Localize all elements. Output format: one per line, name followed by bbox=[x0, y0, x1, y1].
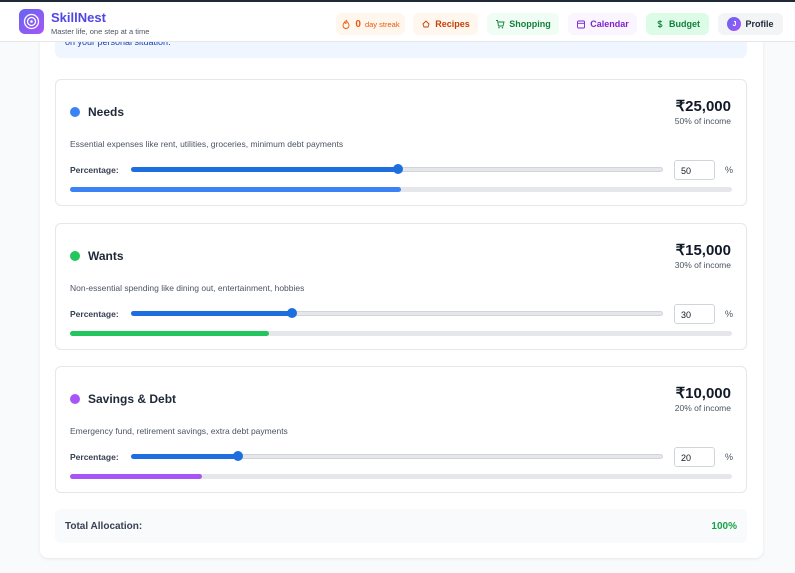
banner-text: on your personal situation. bbox=[65, 37, 171, 47]
slider[interactable] bbox=[131, 164, 663, 174]
progress-fill bbox=[70, 474, 203, 479]
percent-unit: % bbox=[725, 452, 734, 462]
category-name: Savings & Debt bbox=[88, 392, 177, 406]
category-name: Needs bbox=[88, 105, 125, 119]
streak-count: 0 bbox=[355, 18, 361, 30]
description: Non-essential spending like dining out, … bbox=[70, 282, 305, 293]
percentage-label: Percentage: bbox=[70, 165, 119, 175]
percent-unit: % bbox=[725, 308, 734, 319]
share: 20% of income bbox=[674, 403, 731, 413]
nav-shopping[interactable]: Shopping bbox=[487, 13, 559, 35]
progress-track bbox=[70, 187, 732, 192]
amount: ₹25,000 bbox=[675, 98, 731, 115]
slider-thumb[interactable] bbox=[233, 451, 244, 461]
category-name: Wants bbox=[88, 248, 124, 263]
streak[interactable]: 0 day streak bbox=[336, 13, 405, 35]
percentage-label: Percentage: bbox=[70, 452, 119, 462]
logo[interactable] bbox=[19, 9, 44, 34]
percentage-input[interactable]: 20 bbox=[674, 447, 715, 467]
share: 50% of income bbox=[674, 116, 731, 126]
slider-fill bbox=[131, 310, 291, 316]
category-card: Needs ₹25,000 50% of income Essential expen… bbox=[55, 79, 747, 206]
color-dot bbox=[70, 250, 80, 261]
nav-label: Shopping bbox=[509, 19, 551, 29]
slider[interactable] bbox=[131, 307, 663, 318]
nav-recipes[interactable]: Recipes bbox=[413, 13, 478, 35]
slider-thumb[interactable] bbox=[286, 307, 297, 318]
slider-fill bbox=[131, 167, 397, 172]
category-card: Savings & Debt ₹10,000 20% of income Emerge… bbox=[55, 366, 747, 493]
percentage-label: Percentage: bbox=[70, 308, 119, 319]
nav-label: Calendar bbox=[590, 19, 629, 29]
color-dot bbox=[70, 107, 80, 117]
percent-unit: % bbox=[725, 165, 734, 175]
description: Essential expenses like rent, utilities,… bbox=[70, 139, 344, 149]
top-bar: SkillNest Master life, one step at a tim… bbox=[0, 0, 795, 42]
total-value: 100% bbox=[711, 521, 737, 532]
nav-label: Recipes bbox=[435, 19, 470, 29]
streak-label: day streak bbox=[364, 19, 400, 29]
slider-thumb[interactable] bbox=[393, 164, 403, 174]
slider-fill bbox=[131, 454, 238, 459]
share: 30% of income bbox=[674, 259, 731, 270]
nav-label: Budget bbox=[669, 19, 700, 29]
color-dot bbox=[70, 394, 80, 404]
slider[interactable] bbox=[131, 451, 663, 461]
total-row: Total Allocation: 100% bbox=[55, 509, 747, 543]
total-label: Total Allocation: bbox=[65, 521, 143, 532]
progress-track bbox=[70, 474, 732, 479]
amount: ₹15,000 bbox=[675, 241, 731, 259]
progress-track bbox=[70, 330, 732, 336]
avatar: J bbox=[727, 17, 742, 31]
nav-label: Profile bbox=[745, 19, 774, 29]
amount: ₹10,000 bbox=[675, 385, 731, 402]
progress-fill bbox=[70, 187, 401, 192]
tagline: Master life, one step at a time bbox=[51, 27, 150, 36]
app-title: SkillNest bbox=[51, 10, 106, 25]
progress-fill bbox=[70, 330, 269, 336]
percentage-input[interactable]: 30 bbox=[674, 303, 715, 324]
nav-profile[interactable]: J Profile bbox=[718, 13, 783, 35]
percentage-input[interactable]: 50 bbox=[674, 160, 715, 180]
description: Emergency fund, retirement savings, extr… bbox=[70, 426, 288, 436]
nav-calendar[interactable]: Calendar bbox=[568, 13, 637, 35]
nav-budget[interactable]: Budget bbox=[646, 13, 709, 35]
category-card: Wants ₹15,000 30% of income Non-essential s… bbox=[55, 222, 747, 350]
